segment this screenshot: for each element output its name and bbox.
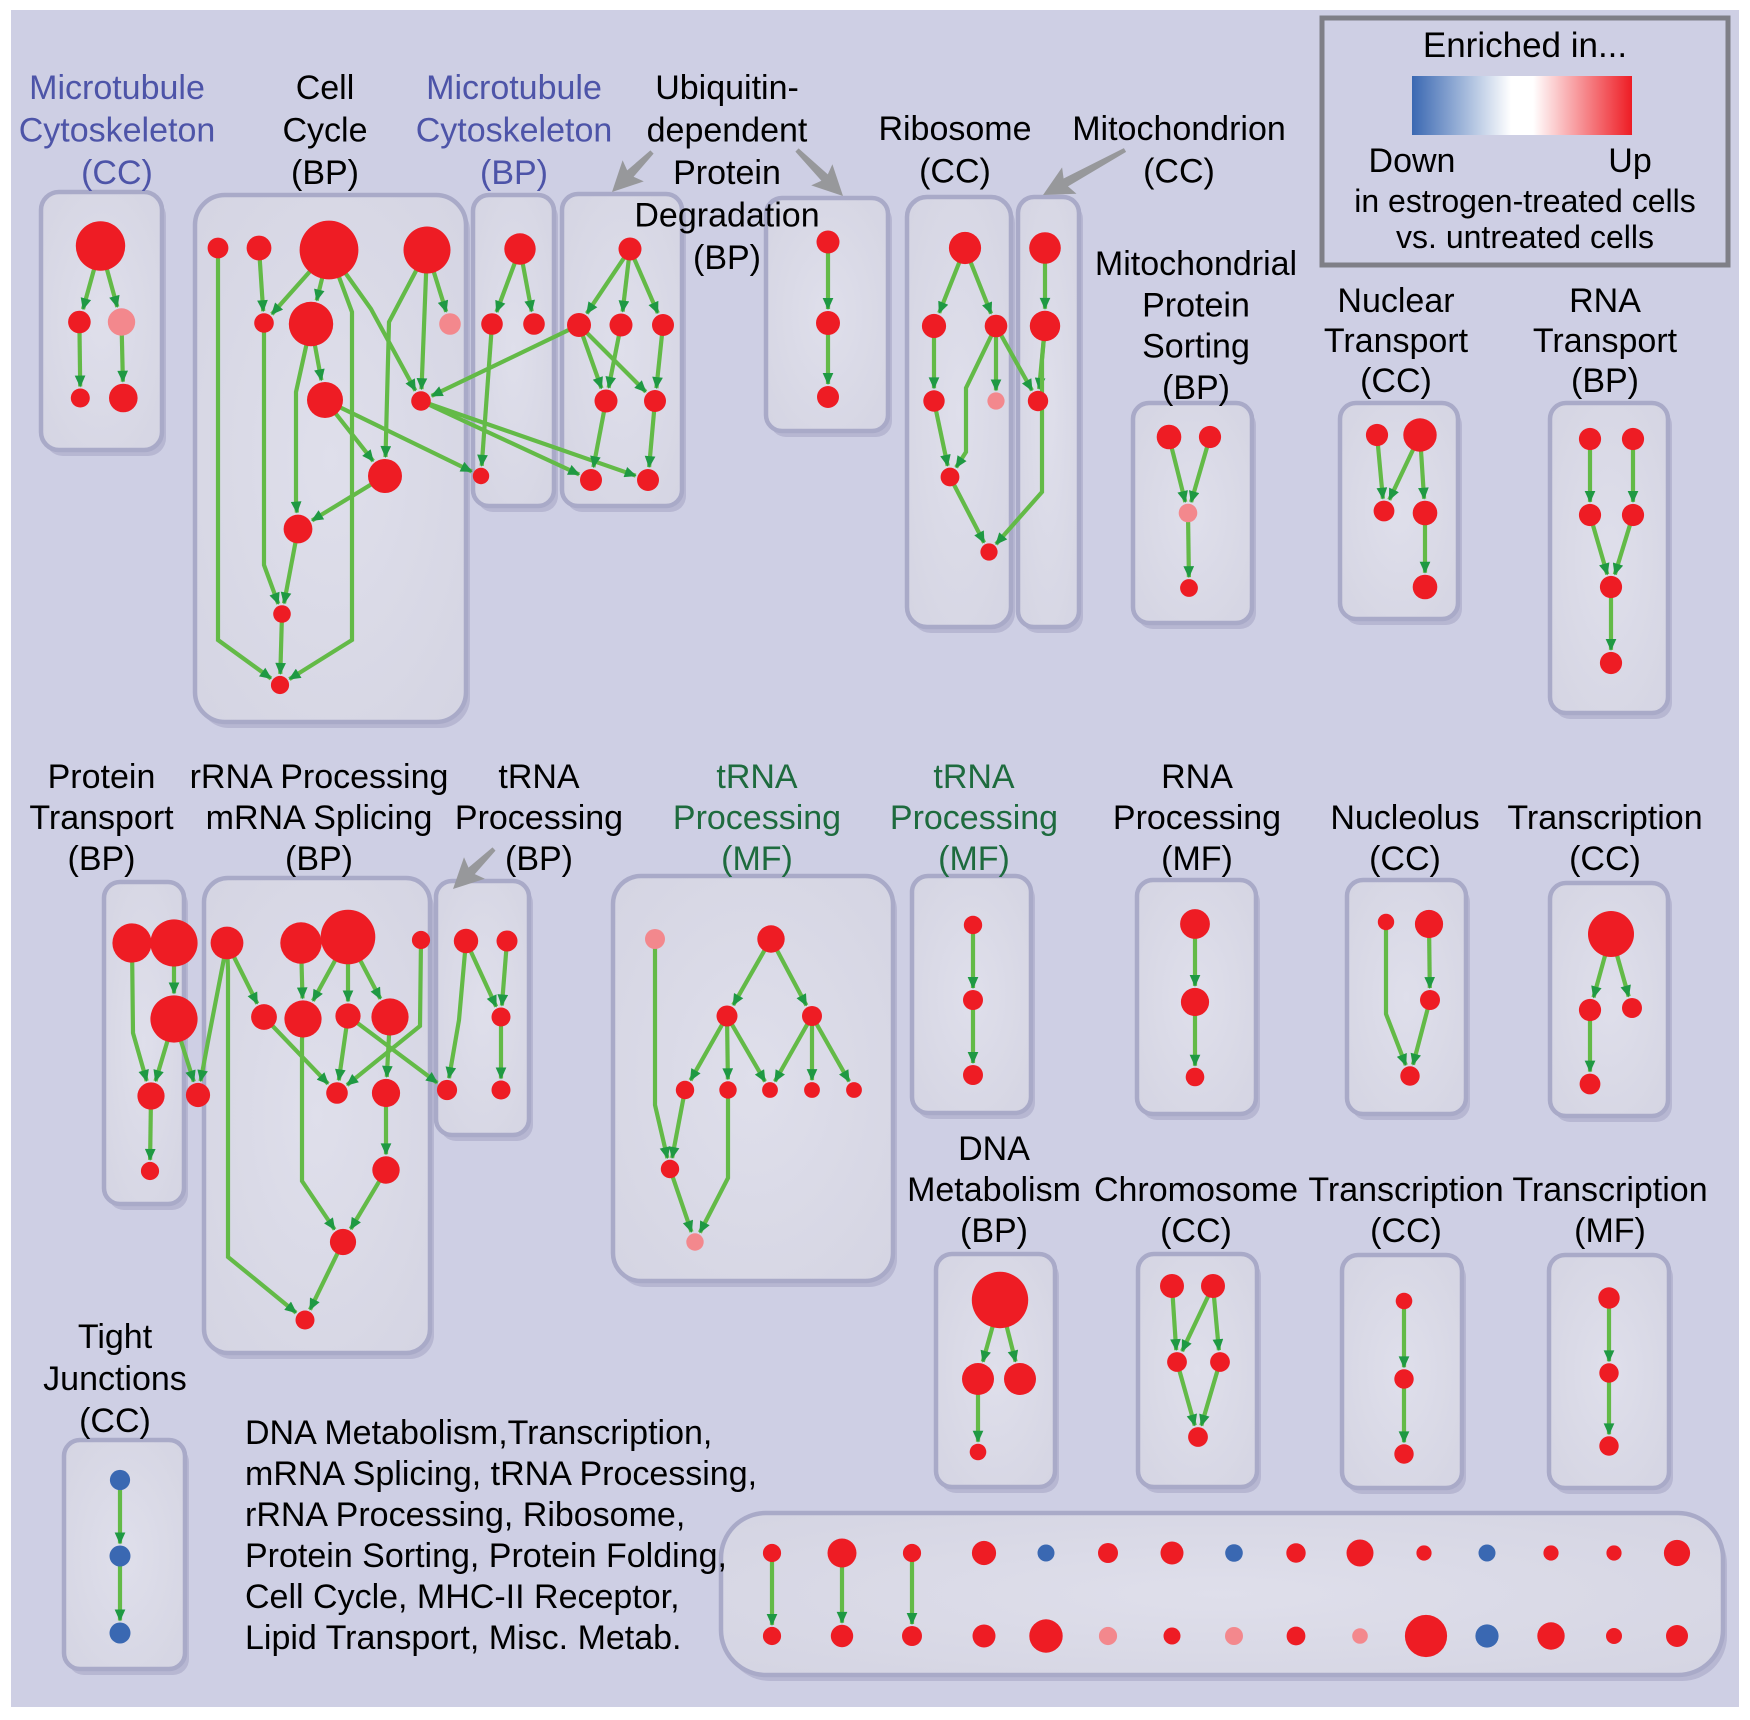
svg-text:Transport: Transport [29,799,174,837]
svg-text:(CC): (CC) [1143,153,1215,191]
svg-text:vs. untreated cells: vs. untreated cells [1396,219,1654,255]
svg-text:(CC): (CC) [1360,362,1432,400]
svg-text:Transcription: Transcription [1507,799,1702,837]
svg-text:(MF): (MF) [938,840,1010,878]
svg-text:tRNA: tRNA [716,758,798,796]
svg-text:Mitochondrion: Mitochondrion [1072,110,1286,148]
svg-text:Metabolism: Metabolism [907,1171,1081,1209]
svg-text:Nuclear: Nuclear [1337,282,1454,320]
svg-text:(CC): (CC) [79,1402,151,1440]
svg-text:Tight: Tight [78,1318,153,1356]
svg-text:(CC): (CC) [81,154,153,192]
svg-text:Processing: Processing [455,799,623,837]
svg-text:(BP): (BP) [505,840,573,878]
svg-text:rRNA Processing, Ribosome,: rRNA Processing, Ribosome, [245,1496,685,1534]
svg-text:Chromosome: Chromosome [1094,1171,1298,1209]
svg-text:Ubiquitin-: Ubiquitin- [655,69,799,107]
svg-text:(CC): (CC) [1569,840,1641,878]
svg-text:rRNA Processing: rRNA Processing [190,758,449,796]
svg-text:RNA: RNA [1161,758,1233,796]
svg-text:DNA Metabolism,Transcription,: DNA Metabolism,Transcription, [245,1414,712,1452]
svg-text:(CC): (CC) [1369,840,1441,878]
svg-text:Mitochondrial: Mitochondrial [1095,245,1297,283]
svg-text:(MF): (MF) [1574,1212,1646,1250]
svg-text:Processing: Processing [890,799,1058,837]
svg-text:Transcription: Transcription [1308,1171,1503,1209]
svg-text:RNA: RNA [1569,282,1641,320]
svg-text:Cytoskeleton: Cytoskeleton [416,112,613,150]
svg-text:Processing: Processing [1113,799,1281,837]
svg-text:(CC): (CC) [1370,1212,1442,1250]
svg-text:in estrogen-treated cells: in estrogen-treated cells [1354,183,1696,219]
svg-text:(BP): (BP) [960,1212,1028,1250]
svg-text:(CC): (CC) [919,153,991,191]
svg-text:Sorting: Sorting [1142,328,1250,366]
svg-text:Junctions: Junctions [43,1360,187,1398]
svg-text:Microtubule: Microtubule [29,69,205,107]
svg-text:Enriched in...: Enriched in... [1423,26,1627,65]
svg-text:(BP): (BP) [480,154,548,192]
svg-text:(CC): (CC) [1160,1212,1232,1250]
svg-text:Protein: Protein [673,154,781,192]
svg-text:Transport: Transport [1533,322,1678,360]
svg-text:Protein Sorting, Protein Foldi: Protein Sorting, Protein Folding, [245,1537,727,1575]
svg-text:tRNA: tRNA [933,758,1015,796]
svg-text:(BP): (BP) [1571,362,1639,400]
svg-text:(BP): (BP) [1162,369,1230,407]
svg-text:Cell: Cell [296,69,355,107]
svg-text:Cytoskeleton: Cytoskeleton [19,112,216,150]
svg-text:Degradation: Degradation [634,197,819,235]
svg-text:(BP): (BP) [291,154,359,192]
svg-text:mRNA Splicing, tRNA Processing: mRNA Splicing, tRNA Processing, [245,1455,757,1493]
svg-text:Cycle: Cycle [282,112,367,150]
svg-text:(BP): (BP) [693,239,761,277]
svg-text:mRNA Splicing: mRNA Splicing [206,799,433,837]
svg-text:tRNA: tRNA [498,758,580,796]
svg-text:Protein: Protein [48,758,156,796]
svg-text:Microtubule: Microtubule [426,69,602,107]
svg-text:Nucleolus: Nucleolus [1330,799,1479,837]
svg-text:Ribosome: Ribosome [878,110,1031,148]
svg-text:(MF): (MF) [1161,840,1233,878]
svg-text:dependent: dependent [647,112,808,150]
svg-text:Processing: Processing [673,799,841,837]
svg-text:Protein: Protein [1142,286,1250,324]
svg-text:Up: Up [1608,142,1651,180]
svg-text:Transcription: Transcription [1512,1171,1707,1209]
svg-text:DNA: DNA [958,1130,1030,1168]
svg-text:Down: Down [1369,142,1456,180]
svg-text:Transport: Transport [1324,322,1469,360]
svg-text:Lipid Transport, Misc. Metab.: Lipid Transport, Misc. Metab. [245,1619,682,1657]
svg-text:(BP): (BP) [68,840,136,878]
svg-text:(MF): (MF) [721,840,793,878]
svg-text:(BP): (BP) [285,840,353,878]
svg-text:Cell Cycle, MHC-II Receptor,: Cell Cycle, MHC-II Receptor, [245,1578,680,1616]
